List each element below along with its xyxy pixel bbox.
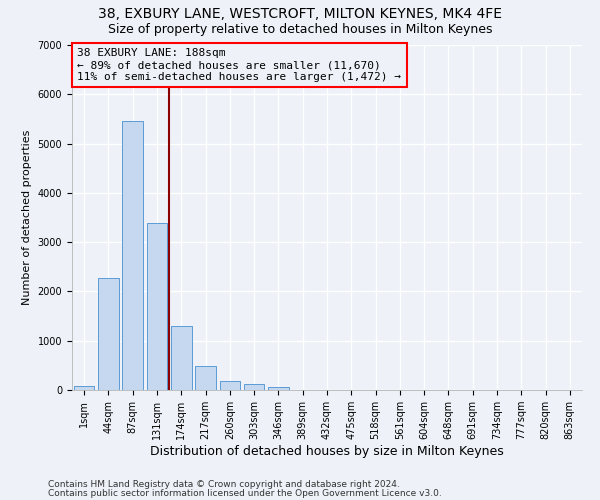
Text: Contains HM Land Registry data © Crown copyright and database right 2024.: Contains HM Land Registry data © Crown c… [48, 480, 400, 489]
Bar [244, 384, 265, 390]
X-axis label: Distribution of detached houses by size in Milton Keynes: Distribution of detached houses by size … [150, 445, 504, 458]
Bar [171, 326, 191, 390]
Bar [146, 224, 167, 390]
Bar [195, 366, 216, 390]
Bar [122, 122, 143, 390]
Y-axis label: Number of detached properties: Number of detached properties [22, 130, 32, 305]
Text: Size of property relative to detached houses in Milton Keynes: Size of property relative to detached ho… [108, 22, 492, 36]
Text: 38 EXBURY LANE: 188sqm
← 89% of detached houses are smaller (11,670)
11% of semi: 38 EXBURY LANE: 188sqm ← 89% of detached… [77, 48, 401, 82]
Bar [98, 278, 119, 390]
Bar [268, 386, 289, 390]
Text: Contains public sector information licensed under the Open Government Licence v3: Contains public sector information licen… [48, 488, 442, 498]
Bar [74, 386, 94, 390]
Text: 38, EXBURY LANE, WESTCROFT, MILTON KEYNES, MK4 4FE: 38, EXBURY LANE, WESTCROFT, MILTON KEYNE… [98, 8, 502, 22]
Bar [220, 380, 240, 390]
